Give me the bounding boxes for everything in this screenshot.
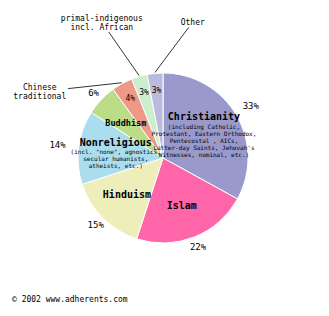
svg-text:Islam: Islam	[167, 200, 197, 211]
html-text:© 2002 www.adherents.com: © 2002 www.adherents.com	[12, 295, 128, 304]
svg-text:3%: 3%	[139, 88, 149, 97]
svg-text:Buddhism: Buddhism	[105, 118, 146, 128]
svg-text:22%: 22%	[190, 242, 207, 252]
svg-text:14%: 14%	[49, 140, 66, 150]
svg-text:Nonreligious: Nonreligious	[80, 136, 152, 147]
svg-text:primal-indigenousincl. African: primal-indigenousincl. African	[61, 13, 143, 31]
svg-text:Hinduism: Hinduism	[103, 189, 151, 200]
svg-text:(including Catholic,Protestant: (including Catholic,Protestant, Eastern …	[152, 122, 257, 157]
svg-text:6%: 6%	[88, 88, 99, 98]
svg-text:4%: 4%	[125, 94, 135, 103]
svg-text:Other: Other	[181, 18, 205, 27]
svg-text:(incl. "none", agnostics,secul: (incl. "none", agnostics,secular humanis…	[71, 148, 161, 169]
svg-text:33%: 33%	[243, 101, 260, 111]
svg-text:Christianity: Christianity	[168, 111, 240, 122]
svg-text:3%: 3%	[152, 86, 162, 95]
svg-text:Chinesetraditional: Chinesetraditional	[13, 83, 66, 101]
svg-text:15%: 15%	[88, 220, 105, 230]
